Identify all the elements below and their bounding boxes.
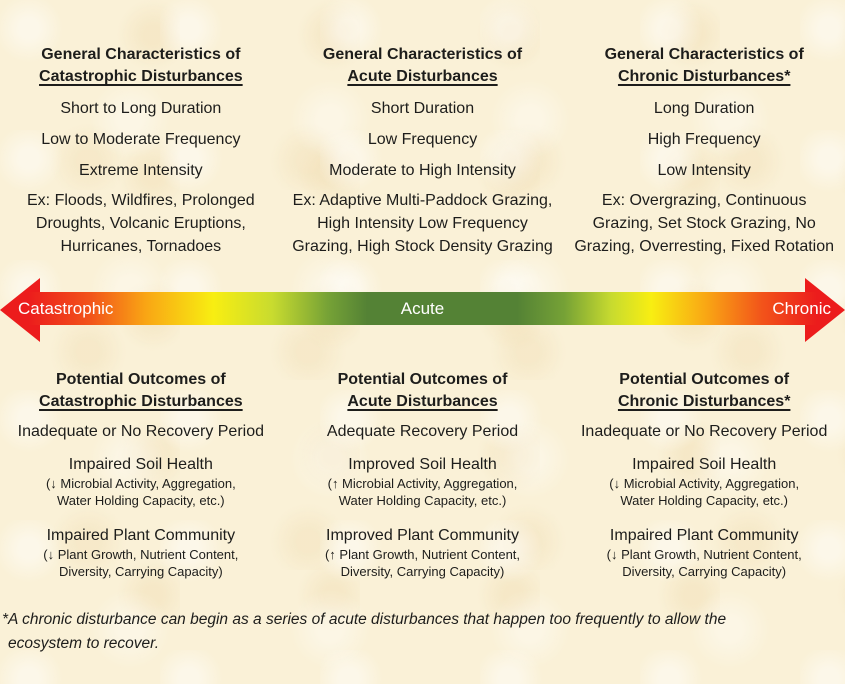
example-line: Hurricanes, Tornadoes bbox=[60, 238, 222, 255]
outcomes-column-acute: Potential Outcomes of Acute Disturbances… bbox=[282, 369, 564, 580]
example-line: Grazing, Set Stock Grazing, No bbox=[592, 215, 816, 232]
section-title-line2: Catastrophic Disturbances bbox=[39, 68, 243, 85]
soil-health-title: Impaired Soil Health bbox=[68, 456, 213, 473]
section-title-line1: Potential Outcomes of bbox=[337, 371, 508, 388]
plant-community-details: (↓ Plant Growth, Nutrient Content, Diver… bbox=[563, 546, 845, 580]
recovery-period: Inadequate or No Recovery Period bbox=[580, 423, 828, 440]
characteristic-frequency: Low Frequency bbox=[367, 131, 478, 148]
gradient-arrow: Catastrophic Acute Chronic bbox=[0, 278, 845, 342]
recovery-period: Inadequate or No Recovery Period bbox=[17, 423, 265, 440]
characteristic-duration: Short Duration bbox=[370, 100, 475, 117]
gradient-arrow-bar bbox=[28, 292, 817, 325]
footnote-line: ecosystem to recover. bbox=[8, 634, 160, 652]
detail-line: (↓ Plant Growth, Nutrient Content, bbox=[606, 547, 802, 562]
soil-health-details: (↓ Microbial Activity, Aggregation, Wate… bbox=[0, 475, 282, 509]
soil-health-details: (↓ Microbial Activity, Aggregation, Wate… bbox=[563, 475, 845, 509]
plant-community-title: Improved Plant Community bbox=[326, 527, 519, 544]
detail-line: Water Holding Capacity, etc.) bbox=[57, 493, 225, 508]
soil-health-details: (↑ Microbial Activity, Aggregation, Wate… bbox=[282, 475, 564, 509]
section-title-line1: General Characteristics of bbox=[41, 46, 241, 63]
recovery-period: Adequate Recovery Period bbox=[326, 423, 519, 440]
soil-health-title: Impaired Soil Health bbox=[632, 456, 777, 473]
detail-line: Diversity, Carrying Capacity) bbox=[340, 564, 505, 579]
detail-line: (↓ Plant Growth, Nutrient Content, bbox=[43, 547, 239, 562]
characteristic-frequency: High Frequency bbox=[647, 131, 761, 148]
example-line: Ex: Floods, Wildfires, Prolonged bbox=[27, 192, 255, 209]
section-title-line1: General Characteristics of bbox=[604, 46, 804, 63]
section-title-line1: Potential Outcomes of bbox=[55, 371, 226, 388]
example-line: Grazing, Overresting, Fixed Rotation bbox=[574, 238, 835, 255]
plant-community-details: (↑ Plant Growth, Nutrient Content, Diver… bbox=[282, 546, 564, 580]
characteristic-duration: Long Duration bbox=[653, 100, 755, 117]
footnote-line: *A chronic disturbance can begin as a se… bbox=[2, 611, 727, 628]
example-line: Ex: Overgrazing, Continuous bbox=[601, 192, 807, 209]
detail-line: Diversity, Carrying Capacity) bbox=[622, 564, 787, 579]
footnote: *A chronic disturbance can begin as a se… bbox=[2, 608, 843, 655]
outcomes-column-catastrophic: Potential Outcomes of Catastrophic Distu… bbox=[0, 369, 282, 580]
characteristic-intensity: Moderate to High Intensity bbox=[329, 162, 516, 179]
characteristics-column-acute: General Characteristics of Acute Disturb… bbox=[282, 44, 564, 258]
arrow-label-catastrophic: Catastrophic bbox=[18, 299, 114, 318]
outcomes-column-chronic: Potential Outcomes of Chronic Disturbanc… bbox=[563, 369, 845, 580]
characteristic-duration: Short to Long Duration bbox=[60, 100, 222, 117]
section-title-line2: Chronic Disturbances* bbox=[617, 393, 791, 410]
characteristic-frequency: Low to Moderate Frequency bbox=[41, 131, 241, 148]
detail-line: Water Holding Capacity, etc.) bbox=[338, 493, 507, 508]
detail-line: Water Holding Capacity, etc.) bbox=[620, 493, 788, 508]
outcomes-row: Potential Outcomes of Catastrophic Distu… bbox=[0, 369, 845, 580]
example-line: Ex: Adaptive Multi-Paddock Grazing, bbox=[292, 192, 553, 209]
section-title-line2: Acute Disturbances bbox=[347, 68, 498, 85]
arrow-label-chronic: Chronic bbox=[772, 299, 831, 318]
soil-health-title: Improved Soil Health bbox=[348, 456, 497, 473]
characteristics-row: General Characteristics of Catastrophic … bbox=[0, 44, 845, 258]
section-title-line2: Catastrophic Disturbances bbox=[39, 393, 243, 410]
examples-block: Ex: Floods, Wildfires, Prolonged Drought… bbox=[0, 189, 282, 258]
examples-block: Ex: Overgrazing, Continuous Grazing, Set… bbox=[563, 189, 845, 258]
arrow-label-acute: Acute bbox=[400, 299, 445, 318]
plant-community-title: Impaired Plant Community bbox=[609, 527, 799, 544]
section-title-line1: General Characteristics of bbox=[322, 46, 523, 63]
examples-block: Ex: Adaptive Multi-Paddock Grazing, High… bbox=[282, 189, 564, 258]
plant-community-details: (↓ Plant Growth, Nutrient Content, Diver… bbox=[0, 546, 282, 580]
detail-line: (↓ Microbial Activity, Aggregation, bbox=[609, 476, 800, 491]
example-line: Grazing, High Stock Density Grazing bbox=[292, 238, 553, 255]
characteristic-intensity: Low Intensity bbox=[657, 162, 751, 179]
plant-community-title: Impaired Plant Community bbox=[46, 527, 236, 544]
detail-line: Diversity, Carrying Capacity) bbox=[58, 564, 223, 579]
detail-line: (↓ Microbial Activity, Aggregation, bbox=[45, 476, 236, 491]
section-title-line1: Potential Outcomes of bbox=[619, 371, 790, 388]
section-title-line2: Chronic Disturbances* bbox=[617, 68, 791, 85]
example-line: Droughts, Volcanic Eruptions, bbox=[35, 215, 246, 232]
detail-line: (↑ Plant Growth, Nutrient Content, bbox=[324, 547, 521, 562]
characteristics-column-catastrophic: General Characteristics of Catastrophic … bbox=[0, 44, 282, 258]
section-title-line2: Acute Disturbances bbox=[347, 393, 498, 410]
characteristics-column-chronic: General Characteristics of Chronic Distu… bbox=[563, 44, 845, 258]
example-line: High Intensity Low Frequency bbox=[317, 215, 528, 232]
detail-line: (↑ Microbial Activity, Aggregation, bbox=[327, 476, 518, 491]
characteristic-intensity: Extreme Intensity bbox=[79, 162, 203, 179]
